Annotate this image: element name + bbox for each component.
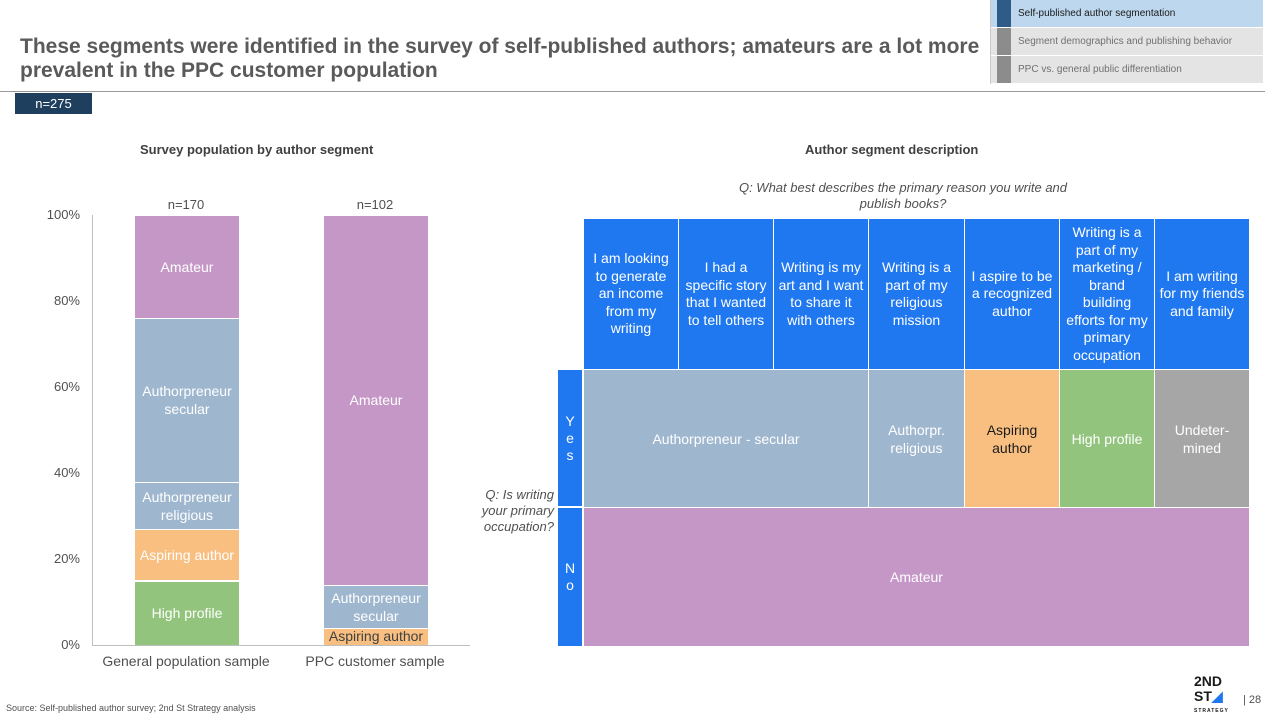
question-left: Q: Is writing your primary occupation? xyxy=(481,487,554,534)
bar-segment-aspiring-author: Aspiring author xyxy=(324,627,428,645)
matrix-title: Author segment description xyxy=(805,142,979,157)
source-note: Source: Self-published author survey; 2n… xyxy=(6,703,256,713)
sample-size-badge: n=275 xyxy=(15,93,92,114)
bar-segment-authorpreneur-religious: Authorpreneur religious xyxy=(135,481,239,529)
matrix-header-income: I am looking to generate an income from … xyxy=(584,219,679,369)
header-divider xyxy=(0,91,1265,92)
matrix-header-marketing: Writing is a part of my marketing / bran… xyxy=(1060,219,1155,369)
matrix-header-art: Writing is my art and I want to share it… xyxy=(774,219,869,369)
matrix-header-religious: Writing is a part of my religious missio… xyxy=(869,219,965,369)
x-category-label: PPC customer sample xyxy=(305,653,445,669)
bar-segment-amateur: Amateur xyxy=(324,215,428,585)
page-title: These segments were identified in the su… xyxy=(20,35,980,82)
matrix-header-recognized: I aspire to be a recognized author xyxy=(965,219,1060,369)
section-navigator: Self-published author segmentation Segme… xyxy=(990,0,1263,84)
x-category-label: General population sample xyxy=(102,653,270,669)
bar-segment-amateur: Amateur xyxy=(135,215,239,319)
y-tick-label: 0% xyxy=(61,637,80,652)
stacked-bar-chart: 0% 20% 40% 60% 80% 100% n=170 n=102 High… xyxy=(0,0,560,720)
cell-amateur: Amateur xyxy=(584,508,1249,646)
company-logo: 2ND ST◢ STRATEGY xyxy=(1194,674,1236,719)
chart-title: Survey population by author segment xyxy=(140,142,374,157)
cell-aspiring-author: Aspiring author xyxy=(965,370,1060,507)
bar-segment-authorpreneur-secular: Authorpreneur secular xyxy=(135,318,239,482)
x-axis-line xyxy=(92,645,470,646)
nav-item-label: PPC vs. general public differentiation xyxy=(1018,64,1182,75)
nav-item-differentiation[interactable]: PPC vs. general public differentiation xyxy=(991,56,1263,83)
bar-count-label: n=170 xyxy=(167,197,205,212)
nav-item-demographics[interactable]: Segment demographics and publishing beha… xyxy=(991,28,1263,55)
logo-line-bottom: ST◢ xyxy=(1194,688,1223,704)
bar-segment-high-profile: High profile xyxy=(135,580,239,645)
cell-undetermined: Undeter-mined xyxy=(1155,370,1249,507)
cell-authorpreneur-secular: Authorpreneur - secular xyxy=(584,370,869,507)
logo-line-top: 2ND xyxy=(1194,673,1223,689)
bar-segment-authorpreneur-secular: Authorpreneur secular xyxy=(324,584,428,628)
cell-high-profile: High profile xyxy=(1060,370,1155,507)
matrix-header-friends: I am writing for my friends and family xyxy=(1155,219,1249,369)
nav-marker xyxy=(997,28,1011,55)
bar-count-label: n=102 xyxy=(356,197,394,212)
nav-marker xyxy=(997,0,1011,27)
nav-item-label: Self-published author segmentation xyxy=(1018,8,1176,19)
y-tick-label: 40% xyxy=(53,465,80,480)
nav-marker xyxy=(997,56,1011,83)
bar-segment-aspiring-author: Aspiring author xyxy=(135,528,239,581)
nav-item-label: Segment demographics and publishing beha… xyxy=(1018,36,1233,47)
matrix-header-story: I had a specific story that I wanted to … xyxy=(679,219,774,369)
cell-authorpreneur-religious: Authorpr. religious xyxy=(869,370,965,507)
question-top: Q: What best describes the primary reaso… xyxy=(738,180,1068,211)
logo-subtitle: STRATEGY xyxy=(1194,708,1229,714)
nav-item-segmentation[interactable]: Self-published author segmentation xyxy=(991,0,1263,27)
y-tick-label: 80% xyxy=(53,293,80,308)
y-tick-label: 60% xyxy=(53,379,80,394)
y-tick-label: 100% xyxy=(46,207,80,222)
y-tick-label: 20% xyxy=(53,551,80,566)
y-axis-line xyxy=(92,215,93,645)
page-number: | 28 xyxy=(1243,694,1262,706)
